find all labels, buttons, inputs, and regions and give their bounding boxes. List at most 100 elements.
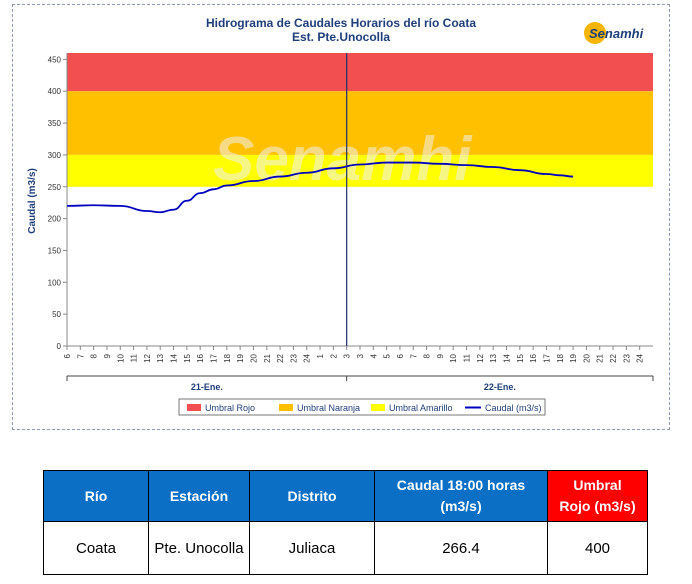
x-tick-label: 17 xyxy=(210,353,219,362)
series-line-caudal xyxy=(66,161,574,214)
table-header-row: Río Estación Distrito Caudal 18:00 horas… xyxy=(43,470,648,522)
y-tick-label: 100 xyxy=(48,278,62,287)
cell-distrito: Juliaca xyxy=(249,521,375,575)
x-tick-label: 1 xyxy=(316,353,325,358)
info-table: Río Estación Distrito Caudal 18:00 horas… xyxy=(43,470,648,575)
x-tick-label: 14 xyxy=(503,353,512,362)
x-tick-label: 12 xyxy=(143,353,152,362)
x-tick-label: 21 xyxy=(596,353,605,362)
x-tick-label: 6 xyxy=(63,353,72,358)
x-tick-label: 8 xyxy=(90,353,99,358)
threshold-bands xyxy=(67,53,653,187)
y-tick-label: 450 xyxy=(48,55,62,64)
legend-box xyxy=(178,398,546,416)
x-tick-label: 18 xyxy=(223,353,232,362)
legend: Umbral Rojo Umbral Naranja Umbral Amarillo… xyxy=(178,398,546,416)
x-tick-label: 2 xyxy=(329,353,338,358)
x-tick-label: 12 xyxy=(476,353,485,362)
x-tick-label: 5 xyxy=(383,353,392,358)
x-tick-label: 24 xyxy=(636,353,645,362)
logo-text: Senamhi xyxy=(589,26,644,41)
header-rio-text: Río xyxy=(84,487,108,504)
legend-entry: Umbral Amarillo xyxy=(389,403,453,413)
x-tick-label: 20 xyxy=(582,353,591,362)
legend-swatch xyxy=(187,404,201,411)
legend-swatch xyxy=(371,404,385,411)
x-tick-label: 15 xyxy=(516,353,525,362)
y-tick-label: 150 xyxy=(48,246,62,255)
x-tick-label: 16 xyxy=(196,353,205,362)
x-tick-label: 9 xyxy=(103,353,112,358)
x-tick-label: 18 xyxy=(556,353,565,362)
x-tick-label: 13 xyxy=(156,353,165,362)
header-estacion: Estación xyxy=(148,470,250,522)
legend-entry: Caudal (m3/s) xyxy=(485,403,542,413)
header-distrito: Distrito xyxy=(249,470,375,522)
x-tick-label: 10 xyxy=(449,353,458,362)
x-tick-label: 3 xyxy=(356,353,365,358)
y-tick-label: 300 xyxy=(48,151,62,160)
legend-entry: Umbral Rojo xyxy=(205,403,255,413)
x-tick-label: 11 xyxy=(130,353,139,362)
x-tick-label: 20 xyxy=(249,353,258,362)
x-tick-label: 10 xyxy=(116,353,125,362)
y-tick-label: 200 xyxy=(48,215,62,224)
x-tick-label: 23 xyxy=(289,353,298,362)
header-rio: Río xyxy=(43,470,149,522)
series-layer xyxy=(66,161,574,214)
y-tick-label: 400 xyxy=(48,87,62,96)
y-tick-label: 50 xyxy=(52,310,61,319)
chart-subtitle: Est. Pte.Unocolla xyxy=(292,30,390,44)
watermark-text: Senamhi xyxy=(213,125,473,194)
x-tick-label: 23 xyxy=(622,353,631,362)
x-tick-label: 4 xyxy=(369,353,378,358)
y-axis-label: Caudal (m3/s) xyxy=(27,168,38,234)
x-tick-label: 21 xyxy=(263,353,272,362)
cell-estacion: Pte. Unocolla xyxy=(148,521,250,575)
band-umbral-naranja xyxy=(67,91,653,155)
chart-title: Hidrograma de Caudales Horarios del río … xyxy=(206,16,476,30)
x-tick-label: 22 xyxy=(609,353,618,362)
y-tick-label: 350 xyxy=(48,119,62,128)
x-tick-label: 19 xyxy=(569,353,578,362)
header-caudal: Caudal 18:00 horas (m3/s) xyxy=(374,470,548,522)
x-tick-label: 16 xyxy=(529,353,538,362)
senamhi-logo: Senamhi xyxy=(584,22,644,44)
legend-swatch xyxy=(279,404,293,411)
x-tick-label: 3 xyxy=(343,353,352,358)
header-umbral-rojo: Umbral Rojo (m3/s) xyxy=(547,470,648,522)
x-tick-label: 13 xyxy=(489,353,498,362)
y-tick-label: 0 xyxy=(57,342,62,351)
date-label-21-ene: 21-Ene. xyxy=(191,382,223,392)
x-tick-label: 7 xyxy=(409,353,418,358)
header-estacion-text: Estación xyxy=(169,487,229,504)
band-umbral-rojo xyxy=(67,53,653,92)
sun-icon xyxy=(584,22,606,44)
x-tick-label: 19 xyxy=(236,353,245,362)
band-umbral-amarillo xyxy=(67,154,653,187)
header-caudal-line1: Caudal 18:00 horas xyxy=(396,477,526,493)
cell-caudal: 266.4 xyxy=(374,521,548,575)
header-umbral-line2: Rojo (m3/s) xyxy=(559,498,636,514)
x-tick-label: 11 xyxy=(463,353,472,362)
x-tick-label: 17 xyxy=(542,353,551,362)
x-tick-label: 24 xyxy=(303,353,312,362)
header-caudal-line2: (m3/s) xyxy=(440,498,482,514)
date-label-22-ene: 22-Ene. xyxy=(484,382,516,392)
x-tick-label: 6 xyxy=(396,353,405,358)
x-tick-label: 8 xyxy=(423,353,432,358)
x-tick-label: 7 xyxy=(76,353,85,358)
cell-rio: Coata xyxy=(43,521,149,575)
cell-umbral: 400 xyxy=(547,521,648,575)
x-tick-label: 9 xyxy=(436,353,445,358)
x-tick-label: 14 xyxy=(170,353,179,362)
header-umbral-line1: Umbral xyxy=(573,477,622,493)
hydrograph-chart: Senamhi 0 50 100 150 200 250 300 350 400 450 6 7 8 9 1… xyxy=(12,4,670,430)
x-tick-label: 22 xyxy=(276,353,285,362)
header-distrito-text: Distrito xyxy=(287,487,337,504)
x-tick-label: 15 xyxy=(183,353,192,362)
legend-entry: Umbral Naranja xyxy=(297,403,360,413)
table-row: Coata Pte. Unocolla Juliaca 266.4 400 xyxy=(43,521,648,575)
